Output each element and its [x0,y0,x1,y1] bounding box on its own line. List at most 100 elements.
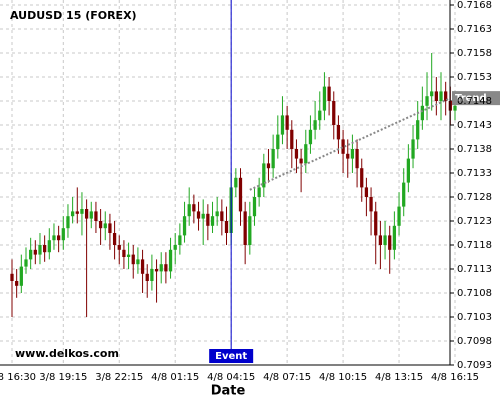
candle-body [388,235,392,250]
candle-body [294,149,299,159]
y-tick-label: 0.7093 [457,360,492,371]
candle-body [15,281,19,286]
candle-body [140,259,145,274]
x-tick-label: 4/8 13:15 [375,372,423,383]
candle-body [220,211,224,221]
x-tick-label: 3/8 16:30 [0,372,36,383]
candle-body [75,211,79,214]
y-tick-label: 0.7158 [457,48,492,59]
x-axis-title: Date [211,384,246,399]
y-tick-label: 0.7138 [457,144,492,155]
candle-body [374,211,378,236]
candle-body [383,235,387,245]
trend-label-box [452,91,500,106]
candle-body [411,139,415,159]
candle-body [248,216,252,245]
candle-body [350,149,355,159]
y-tick-label: 0.7113 [457,264,492,275]
candle-body [257,187,261,197]
candle-body [444,91,448,101]
candle-body [24,259,28,267]
candle-body [136,259,140,265]
candle-body [336,125,341,140]
candle-body [61,228,65,241]
candle-body [108,223,112,233]
y-tick-label: 0.7163 [457,24,492,35]
candle-body [430,91,434,97]
candle-body [80,209,84,214]
candle-body [364,187,369,197]
candle-body [196,211,201,219]
candle-body [252,197,257,217]
candle-body [271,149,275,169]
candle-body [192,204,196,212]
candle-body [276,134,280,149]
candle-body [416,120,420,140]
y-tick-label: 0.7103 [457,312,492,323]
candle-body [369,197,373,212]
candle-body [182,216,187,236]
candle-body [168,249,173,272]
candle-body [154,269,159,272]
candle-body [299,158,303,164]
candle-body [10,273,14,281]
candle-body [243,211,247,245]
candle-body [322,86,327,111]
trend-label: Trend [455,93,487,104]
candle-body [19,266,23,286]
candle-body [131,254,135,265]
candle-body [304,144,308,164]
candle-body [164,264,168,272]
candle-body [29,249,33,260]
event-label-box [209,349,254,363]
candle-body [341,139,345,154]
candle-body [173,245,177,250]
event-label: Event [215,351,247,362]
candle-body [112,233,117,245]
candle-body [378,235,383,245]
x-tick-label: 4/8 16:15 [431,372,479,383]
candle-body [453,105,457,111]
y-tick-label: 0.7168 [457,0,492,11]
candle-body [313,120,317,130]
candle-body [38,245,42,255]
candle-body [178,235,182,245]
candle-body [215,211,219,217]
candle-body [52,235,56,241]
candle-body [266,163,271,169]
candle-body [290,129,294,149]
y-tick-label: 0.7143 [457,120,492,131]
candle-body [285,115,289,130]
candle-body [84,209,89,219]
candle-body [238,177,243,212]
candle-body [234,177,238,188]
trend-line [249,97,451,191]
candle-body [434,91,438,101]
candle-body [402,182,406,207]
candle-body [70,211,75,217]
candle-body [33,249,37,255]
candle-body [94,211,98,221]
candle-body [262,163,266,188]
candle-body [206,213,210,226]
candle-body [392,225,397,250]
candle-body [439,91,443,101]
candle-body [425,96,429,106]
watermark: www.delkos.com [15,347,119,360]
overlays: Trend Event [209,0,500,363]
candle-body [201,213,205,219]
candle-body [103,223,107,229]
candle-body [187,204,191,217]
candle-body [318,110,322,121]
candle-body [420,105,424,121]
x-tick-label: 4/8 04:15 [207,372,255,383]
candle-body [56,235,61,241]
candle-body [280,115,285,135]
candle-body [397,206,401,226]
candle-body [332,101,336,125]
x-tick-label: 4/8 01:15 [151,372,199,383]
candles [10,53,457,317]
chart-title: AUDUSD 15 (FOREX) [10,9,137,22]
